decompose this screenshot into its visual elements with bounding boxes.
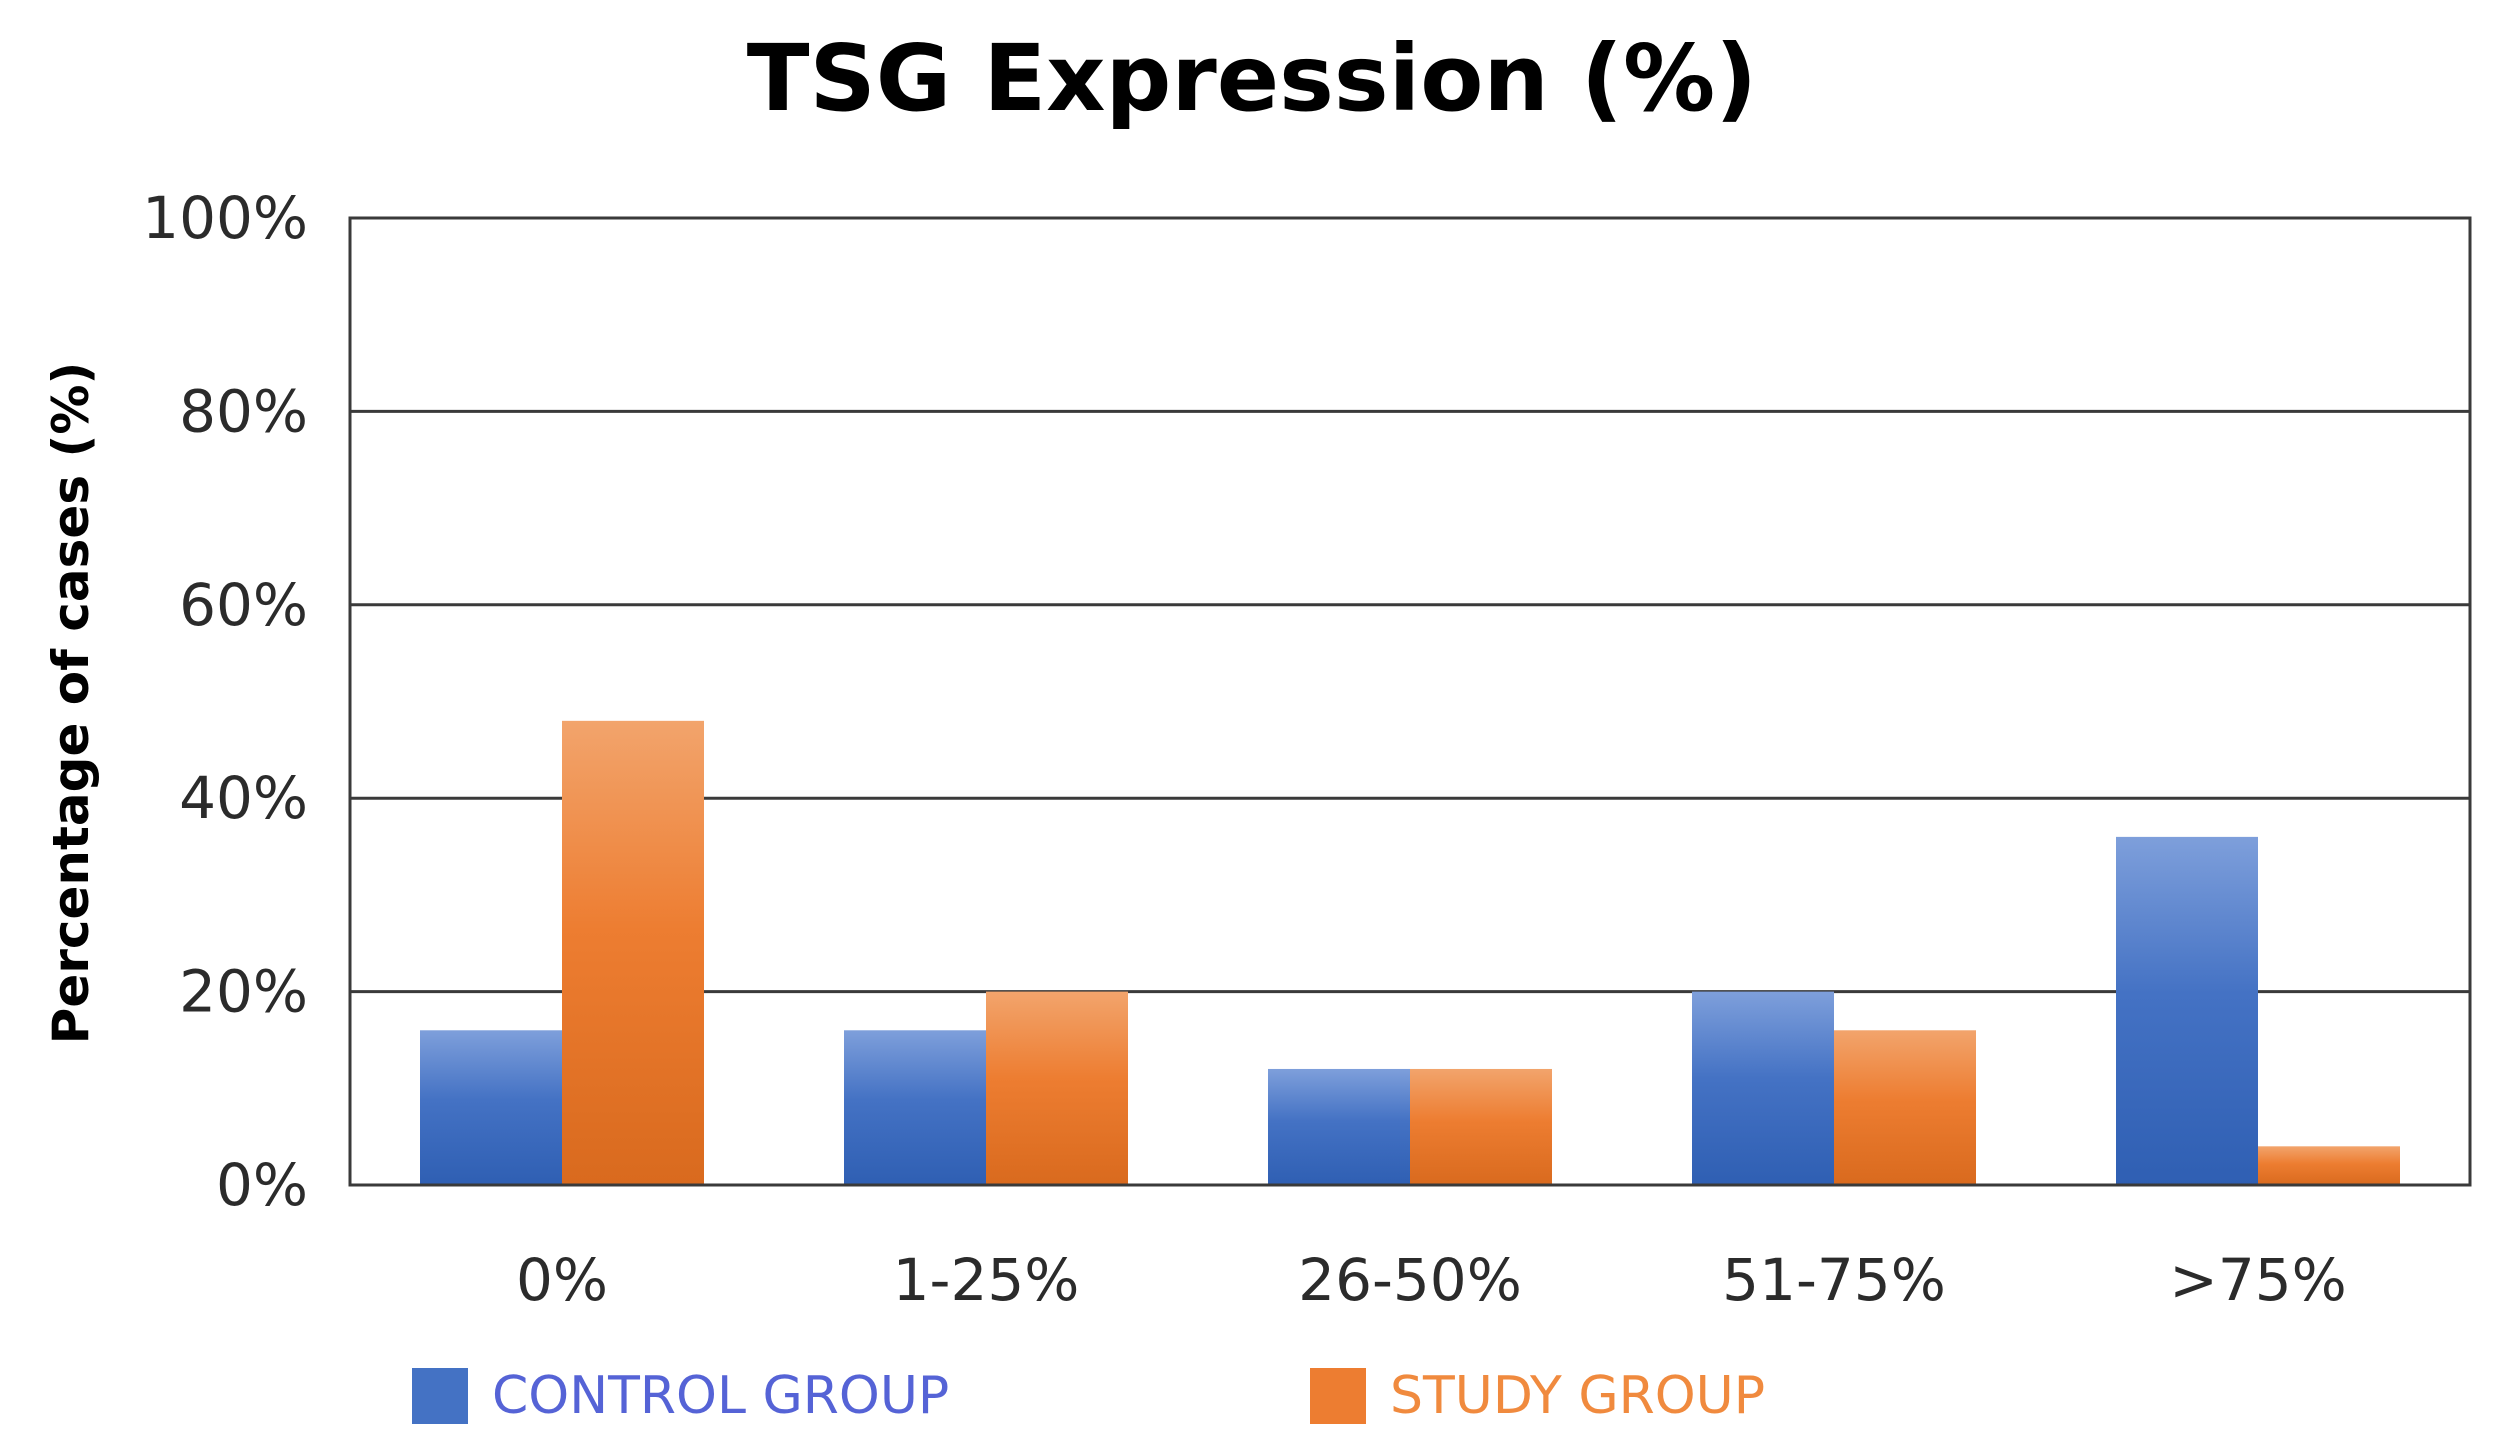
x-tick-label: >75%	[2169, 1246, 2347, 1314]
bar-study	[2258, 1146, 2400, 1185]
bar-study	[562, 720, 704, 1185]
bar-study	[1410, 1068, 1552, 1185]
y-tick-label: 0%	[216, 1151, 308, 1219]
y-axis-ticks: 0% 20% 40% 60% 80% 100%	[142, 184, 308, 1219]
x-tick-label: 51-75%	[1722, 1246, 1946, 1314]
y-tick-label: 60%	[179, 571, 308, 639]
bars	[420, 720, 2400, 1185]
legend-label-control: CONTROL GROUP	[492, 1366, 949, 1426]
bar-control	[1268, 1068, 1410, 1185]
bar-study	[1834, 1030, 1976, 1185]
y-axis-label: Percentage of cases (%)	[42, 362, 100, 1045]
legend: CONTROL GROUP STUDY GROUP	[412, 1366, 1765, 1426]
chart-title: TSG Expression (%)	[747, 25, 1757, 132]
bar-control	[2116, 836, 2258, 1185]
bar-study	[986, 991, 1128, 1185]
bar-control	[844, 1030, 986, 1185]
legend-label-study: STUDY GROUP	[1390, 1366, 1765, 1426]
legend-swatch-study	[1310, 1368, 1366, 1424]
y-tick-label: 40%	[179, 764, 308, 832]
x-tick-label: 1-25%	[893, 1246, 1080, 1314]
y-tick-label: 20%	[179, 958, 308, 1026]
plot-area-frame	[348, 216, 2472, 1187]
bar-control	[420, 1030, 562, 1185]
y-tick-label: 100%	[142, 184, 308, 252]
x-tick-label: 26-50%	[1298, 1246, 1522, 1314]
x-tick-label: 0%	[516, 1246, 608, 1314]
y-tick-label: 80%	[179, 377, 308, 445]
bar-control	[1692, 991, 1834, 1185]
x-axis-ticks: 0% 1-25% 26-50% 51-75% >75%	[516, 1246, 2347, 1314]
legend-swatch-control	[412, 1368, 468, 1424]
